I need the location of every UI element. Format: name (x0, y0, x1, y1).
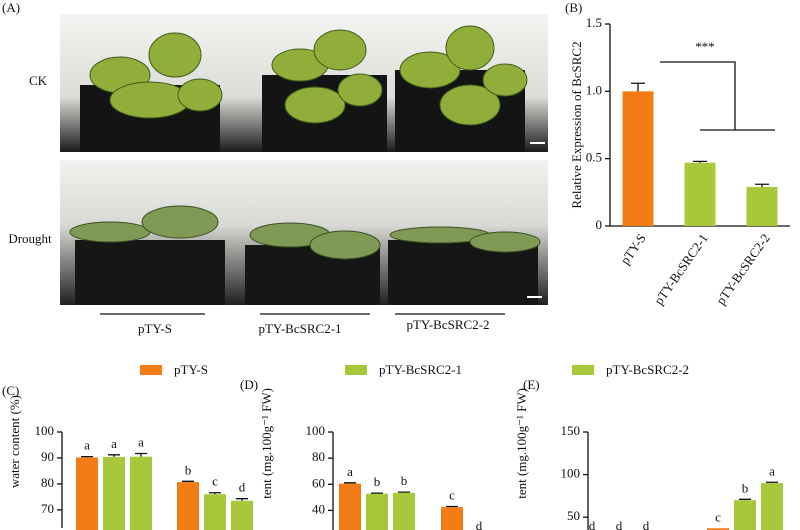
row-label: Drought (8, 231, 52, 246)
bar (441, 507, 463, 530)
significance-letter: c (715, 509, 721, 524)
photo-ck (60, 14, 548, 152)
y-tick-label: 100 (306, 423, 326, 438)
error-bar (236, 498, 248, 501)
error-bar (766, 481, 778, 484)
panel-label: (A) (2, 0, 20, 15)
significance-letter: d (643, 518, 650, 530)
error-bar (344, 482, 356, 484)
bar (231, 500, 253, 530)
panel-label: (D) (240, 377, 258, 392)
error-bar (81, 455, 93, 458)
bar (177, 482, 199, 530)
y-tick-label: 1.0 (586, 82, 602, 97)
y-tick-label: 100 (561, 466, 581, 481)
error-bar (108, 454, 120, 457)
x-tick-label: pTY-BcSRC2-2 (713, 231, 773, 308)
significance-letter: b (185, 462, 192, 477)
significance-letter: d (616, 518, 623, 530)
y-tick-label: 70 (41, 501, 54, 516)
legend-label: pTY-S (174, 362, 208, 377)
y-axis-label: water content (%) (7, 395, 22, 488)
y-tick-label: 90 (41, 449, 54, 464)
x-tick-label: pTY-S (617, 231, 649, 267)
y-tick-label: 60 (312, 475, 325, 490)
significance-letter: b (401, 473, 408, 488)
column-label: pTY-BcSRC2-1 (258, 321, 341, 336)
significance-letter: d (476, 518, 483, 530)
significance-bracket (660, 61, 775, 131)
panel-label: (C) (2, 383, 19, 398)
y-axis-label: Relative Expression of BcSRC2 (569, 41, 584, 208)
significance-letter: d (239, 480, 246, 495)
column-label: pTY-BcSRC2-2 (406, 317, 489, 332)
x-tick-label: pTY-BcSRC2-1 (651, 231, 711, 308)
annotation: *** (695, 39, 715, 54)
bar (103, 456, 125, 530)
bar (366, 493, 388, 530)
significance-letter: a (138, 435, 144, 450)
bar (76, 457, 98, 530)
legend-label: pTY-BcSRC2-1 (379, 362, 462, 377)
error-bar (631, 82, 645, 92)
error-bar (755, 183, 769, 187)
bar (339, 483, 361, 530)
error-bar (371, 492, 383, 494)
y-tick-label: 1.5 (586, 15, 602, 30)
y-axis-label: tent (mg.100g⁻¹ FW) (514, 388, 529, 499)
panel-label: (B) (565, 0, 582, 15)
bar (746, 186, 778, 226)
significance-letter: a (84, 438, 90, 453)
y-axis-label: tent (mg.100g⁻¹ FW) (259, 388, 274, 499)
legend-label: pTY-BcSRC2-2 (606, 362, 689, 377)
y-tick-label: 150 (561, 423, 581, 438)
error-bar (182, 480, 194, 483)
significance-letter: a (111, 436, 117, 451)
error-bar (135, 452, 147, 457)
y-tick-label: 0.5 (586, 150, 602, 165)
y-tick-label: 50 (567, 508, 580, 523)
bar (204, 494, 226, 530)
significance-letter: d (589, 518, 596, 530)
y-tick-label: 100 (35, 423, 55, 438)
panel-label: (E) (523, 377, 540, 392)
legend-swatch (345, 365, 367, 375)
bar (761, 483, 783, 530)
column-label: pTY-S (138, 321, 172, 336)
legend-swatch (140, 365, 162, 375)
significance-letter: c (212, 474, 218, 489)
error-bar (693, 160, 707, 163)
bar (707, 528, 729, 530)
row-label: CK (29, 73, 48, 88)
significance-letter: c (449, 487, 455, 502)
y-tick-label: 40 (312, 501, 325, 516)
y-tick-label: 80 (41, 475, 54, 490)
bar (684, 162, 716, 226)
significance-letter: a (347, 464, 353, 479)
y-tick-label: 0 (596, 217, 603, 232)
bar (734, 500, 756, 530)
bar (130, 456, 152, 530)
error-bar (398, 491, 410, 493)
error-bar (209, 492, 221, 495)
significance-letter: a (769, 463, 775, 478)
photo-drought (60, 160, 548, 305)
bar (622, 91, 654, 226)
legend-swatch (572, 365, 594, 375)
significance-letter: b (374, 474, 381, 489)
error-bar (739, 498, 751, 501)
bar (393, 492, 415, 530)
y-tick-label: 80 (312, 449, 325, 464)
significance-letter: b (742, 480, 749, 495)
error-bar (446, 505, 458, 508)
